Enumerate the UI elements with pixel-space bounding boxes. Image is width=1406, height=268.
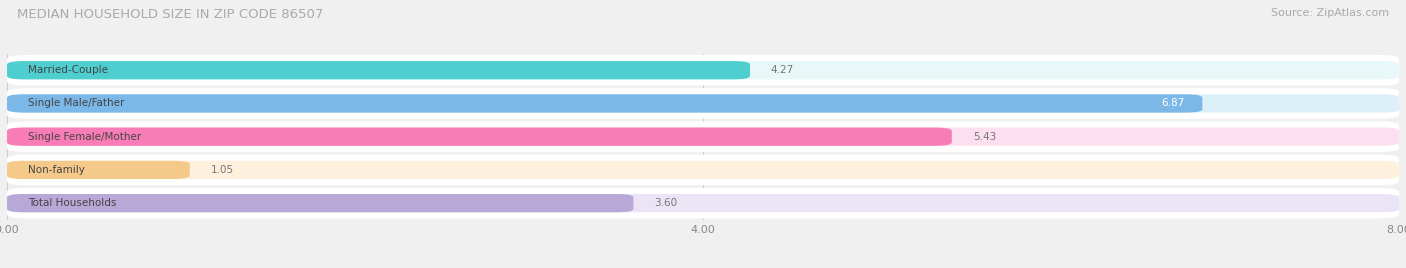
FancyBboxPatch shape <box>7 94 1202 113</box>
FancyBboxPatch shape <box>7 61 749 79</box>
Text: Source: ZipAtlas.com: Source: ZipAtlas.com <box>1271 8 1389 18</box>
Text: 6.87: 6.87 <box>1161 98 1185 109</box>
Text: 3.60: 3.60 <box>654 198 678 208</box>
FancyBboxPatch shape <box>7 88 1399 119</box>
FancyBboxPatch shape <box>7 121 1399 152</box>
Text: Non-family: Non-family <box>28 165 84 175</box>
Text: 1.05: 1.05 <box>211 165 233 175</box>
FancyBboxPatch shape <box>7 194 1399 212</box>
FancyBboxPatch shape <box>7 128 1399 146</box>
FancyBboxPatch shape <box>7 194 633 212</box>
Text: MEDIAN HOUSEHOLD SIZE IN ZIP CODE 86507: MEDIAN HOUSEHOLD SIZE IN ZIP CODE 86507 <box>17 8 323 21</box>
FancyBboxPatch shape <box>7 161 1399 179</box>
Text: Married-Couple: Married-Couple <box>28 65 108 75</box>
FancyBboxPatch shape <box>7 155 1399 185</box>
Text: Total Households: Total Households <box>28 198 117 208</box>
FancyBboxPatch shape <box>7 161 190 179</box>
FancyBboxPatch shape <box>7 94 1399 113</box>
FancyBboxPatch shape <box>7 61 1399 79</box>
FancyBboxPatch shape <box>7 55 1399 85</box>
Text: 4.27: 4.27 <box>770 65 794 75</box>
Text: Single Female/Mother: Single Female/Mother <box>28 132 141 142</box>
Text: 5.43: 5.43 <box>973 132 995 142</box>
FancyBboxPatch shape <box>7 188 1399 218</box>
FancyBboxPatch shape <box>7 128 952 146</box>
Text: Single Male/Father: Single Male/Father <box>28 98 124 109</box>
